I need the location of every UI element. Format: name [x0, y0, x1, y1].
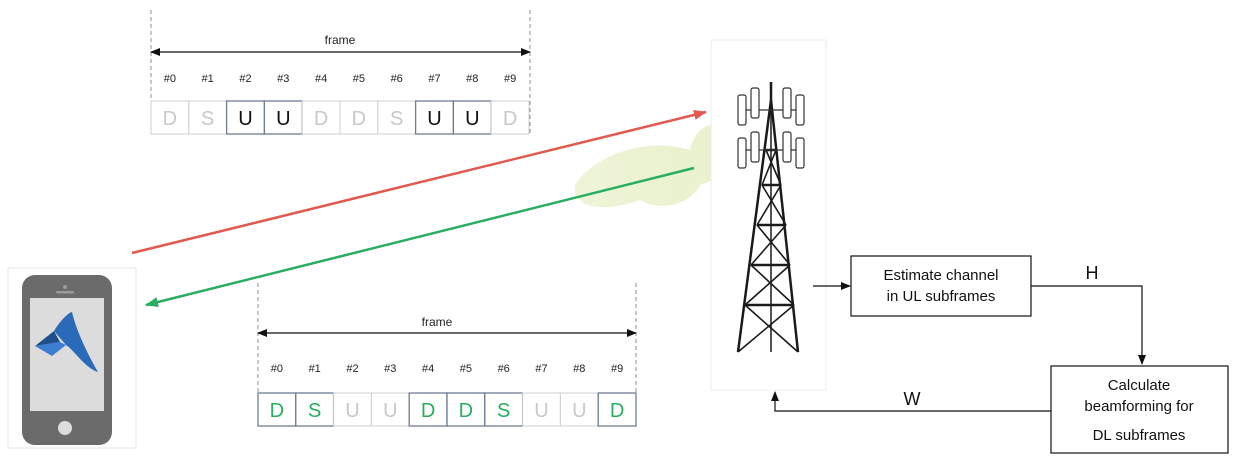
subframe-index: #1 — [202, 73, 214, 85]
subframe-cell — [446, 392, 486, 427]
subframe-letter: D — [270, 400, 284, 422]
phone-home-button — [58, 421, 72, 435]
estimate-line-2: in UL subframes — [887, 288, 996, 305]
phone-speaker — [56, 291, 74, 294]
phone-camera — [63, 285, 67, 289]
mobile-phone — [7, 267, 137, 449]
h-connector-arrow — [1031, 285, 1146, 365]
subframe-letter: S — [201, 108, 214, 130]
tower-image-border — [710, 39, 827, 391]
subframe-letter: D — [163, 108, 177, 130]
subframe-letter: S — [308, 400, 321, 422]
uplink-arrow — [131, 110, 707, 255]
calculate-line-3: DL subframes — [1093, 427, 1186, 444]
subframe-cell — [559, 392, 599, 427]
h-symbol: H — [1086, 263, 1099, 283]
downlink-arrow — [145, 166, 695, 307]
estimate-channel-block: Estimate channel in UL subframes — [850, 255, 1032, 317]
calculate-line-1: Calculate — [1108, 377, 1171, 394]
calculate-beamforming-box — [1050, 365, 1229, 454]
calculate-line-2: beamforming for — [1084, 398, 1193, 415]
w-connector-arrow — [771, 391, 1051, 412]
subframe-index: #3 — [384, 363, 396, 375]
w-symbol: W — [904, 389, 921, 409]
subframe-letter: D — [421, 400, 435, 422]
subframe-index: #5 — [460, 363, 472, 375]
estimate-channel-box — [850, 255, 1032, 317]
estimate-line-1: Estimate channel — [883, 267, 998, 284]
subframe-letter: U — [238, 108, 252, 130]
subframe-index: #7 — [428, 73, 440, 85]
matlab-logo — [35, 312, 98, 372]
subframe-index: #7 — [535, 363, 547, 375]
calculate-beamforming-block: Calculate beamforming for DL subframes — [1050, 365, 1229, 454]
subframe-index: #1 — [309, 363, 321, 375]
subframe-index: #9 — [611, 363, 623, 375]
subframe-letter: D — [352, 108, 366, 130]
subframe-letter: D — [314, 108, 328, 130]
subframe-index: #8 — [573, 363, 585, 375]
bottom-frame-label: frame — [422, 315, 453, 329]
bottom-frame: frame #0 #1 #2 #3 #4 #5 #6 #7 #8 #9 D S U U D D S U U D — [257, 283, 637, 427]
subframe-letter: U — [572, 400, 586, 422]
subframe-cell — [408, 392, 448, 427]
subframe-letter: U — [465, 108, 479, 130]
subframe-cell — [522, 392, 561, 427]
subframe-cell — [452, 100, 492, 135]
top-frame-indices: #0 #1 #2 #3 #4 #5 #6 #7 #8 #9 — [164, 73, 516, 85]
subframe-index: #6 — [498, 363, 510, 375]
subframe-index: #2 — [346, 363, 358, 375]
subframe-cell — [188, 100, 228, 135]
subframe-letter: D — [459, 400, 473, 422]
bottom-frame-indices: #0 #1 #2 #3 #4 #5 #6 #7 #8 #9 — [271, 363, 623, 375]
subframe-index: #4 — [422, 363, 434, 375]
subframe-index: #2 — [239, 73, 251, 85]
subframe-cell — [490, 100, 530, 135]
subframe-letter: U — [345, 400, 359, 422]
subframe-index: #6 — [391, 73, 403, 85]
subframe-cell — [295, 392, 335, 427]
subframe-cell — [333, 392, 372, 427]
subframe-cell — [484, 392, 524, 427]
subframe-index: #0 — [271, 363, 283, 375]
subframe-index: #3 — [277, 73, 289, 85]
subframe-letter: U — [383, 400, 397, 422]
subframe-letter: U — [276, 108, 290, 130]
subframe-letter: D — [503, 108, 517, 130]
subframe-index: #4 — [315, 73, 327, 85]
subframe-index: #9 — [504, 73, 516, 85]
subframe-index: #0 — [164, 73, 176, 85]
subframe-letter: D — [610, 400, 624, 422]
subframe-cell — [257, 392, 297, 427]
subframe-letter: U — [427, 108, 441, 130]
cell-tower — [710, 39, 827, 391]
phone-screen — [30, 298, 104, 411]
subframe-letter: S — [390, 108, 403, 130]
subframe-letter: U — [534, 400, 548, 422]
subframe-cell — [225, 100, 266, 135]
subframe-index: #5 — [353, 73, 365, 85]
subframe-index: #8 — [466, 73, 478, 85]
subframe-letter: S — [497, 400, 510, 422]
top-frame: frame #0 #1 #2 #3 #4 #5 #6 #7 #8 #9 D S U U D D S U U D — [150, 10, 531, 135]
top-frame-label: frame — [325, 33, 356, 47]
subframe-cell — [597, 392, 637, 427]
